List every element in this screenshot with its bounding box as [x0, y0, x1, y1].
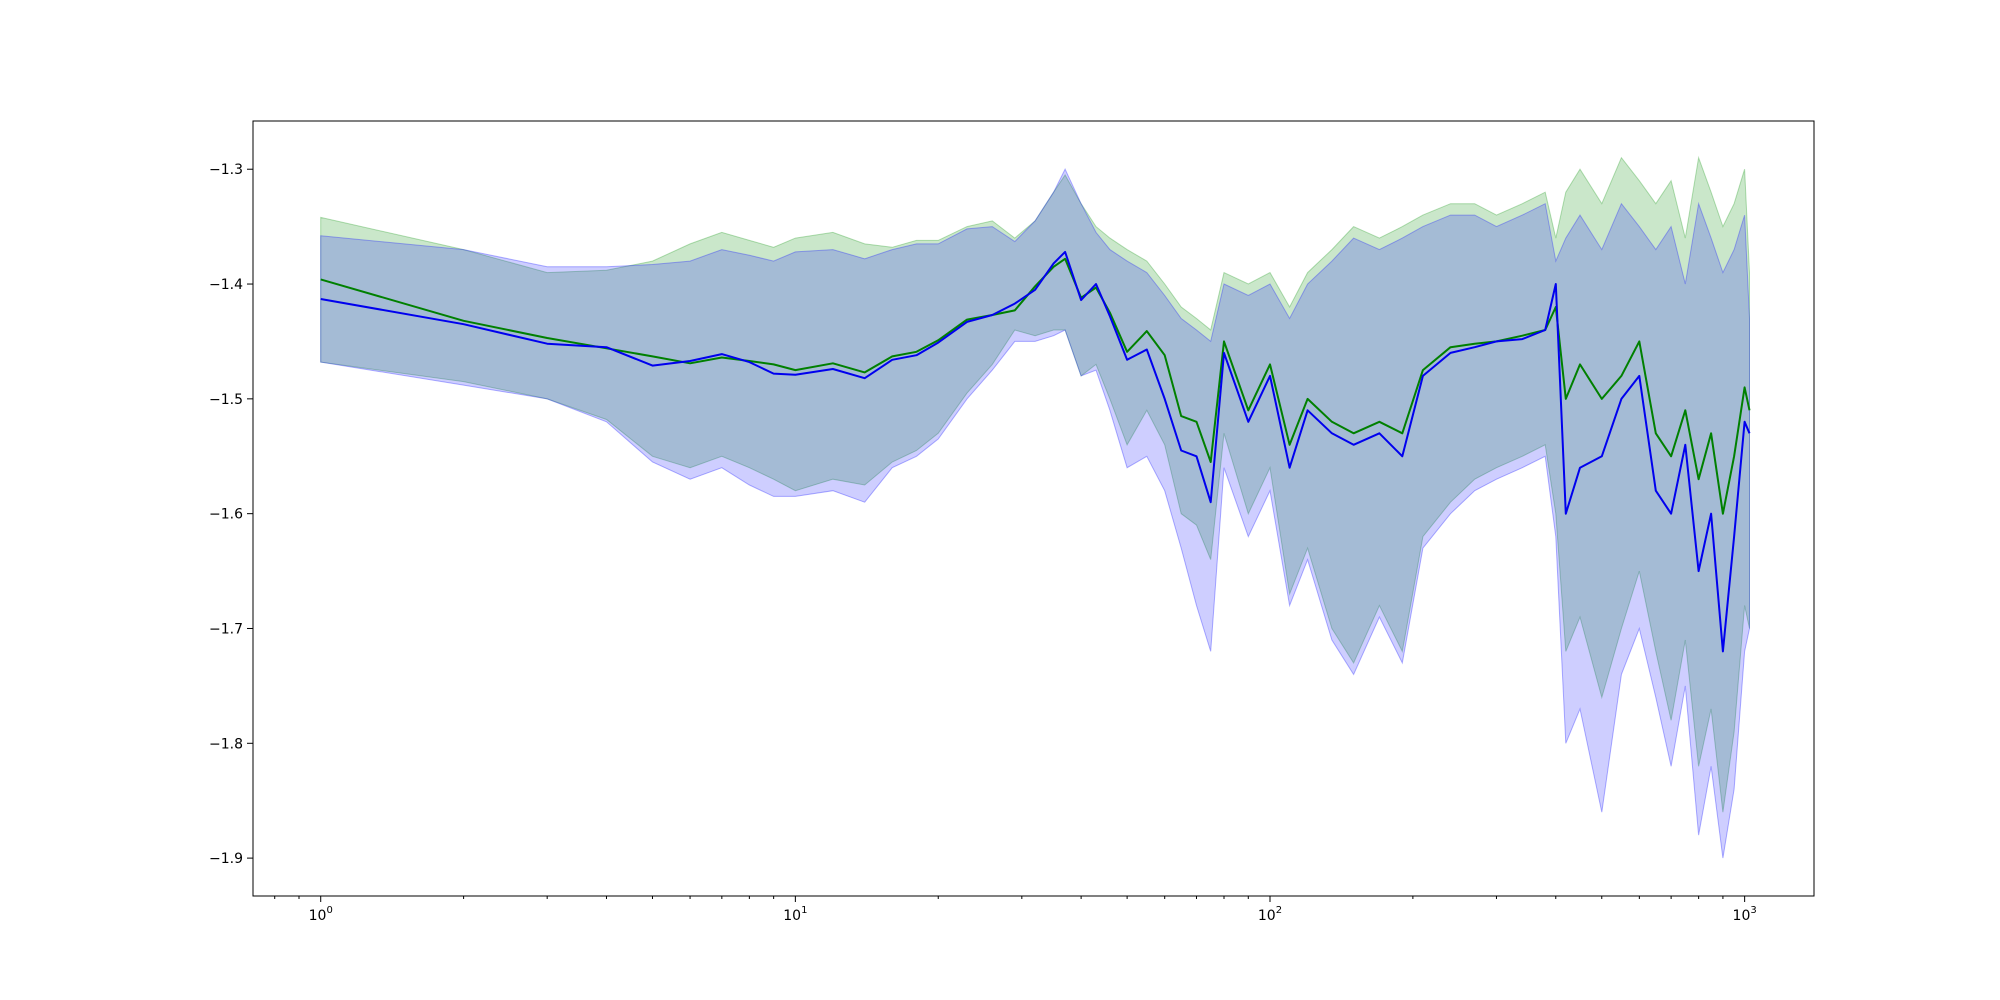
plot-area-frame: [252, 120, 1815, 897]
series-0-line: [320, 257, 1751, 515]
x-tick-label: 101: [783, 905, 807, 924]
confidence-bands: [320, 155, 1750, 859]
y-tick-label: −1.5: [209, 392, 243, 408]
x-tick-label: 100: [309, 905, 333, 924]
x-tick-label: 103: [1733, 905, 1757, 924]
series-0-band: [320, 155, 1750, 813]
y-tick-label: −1.7: [209, 621, 243, 637]
y-tick-label: −1.8: [209, 736, 243, 752]
y-tick-label: −1.3: [209, 162, 243, 178]
x-tick-label: 102: [1258, 905, 1282, 924]
series-1-line: [320, 250, 1751, 653]
x-axis: 100 101 102 103: [274, 896, 1757, 924]
y-tick-label: −1.6: [209, 507, 243, 523]
y-axis: −1.3 −1.4 −1.5 −1.6 −1.7 −1.8 −1.9: [209, 162, 253, 867]
series-1-band: [320, 168, 1750, 859]
series-lines: [320, 250, 1751, 653]
y-tick-label: −1.9: [209, 851, 243, 867]
y-tick-label: −1.4: [209, 277, 243, 293]
